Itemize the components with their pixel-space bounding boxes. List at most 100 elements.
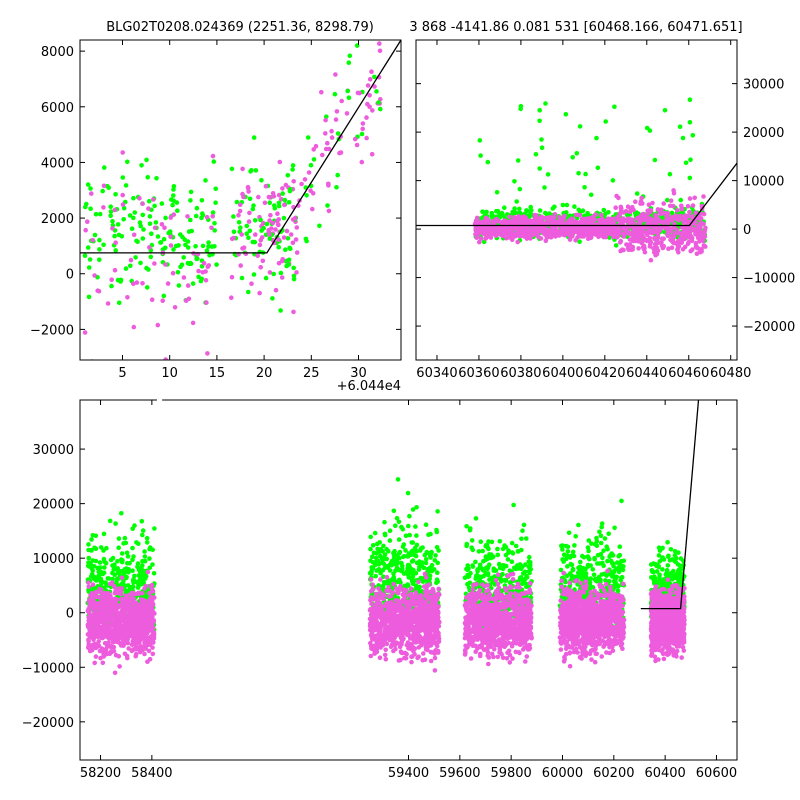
green-point — [137, 574, 142, 579]
green-point — [489, 214, 495, 220]
magenta-point — [524, 236, 530, 241]
magenta-point — [329, 135, 335, 140]
magenta-point — [614, 234, 619, 240]
magenta-point — [94, 590, 100, 595]
green-point — [108, 213, 113, 218]
green-point — [98, 576, 104, 582]
magenta-point — [116, 624, 122, 629]
magenta-point — [209, 225, 214, 231]
magenta-point — [654, 237, 660, 243]
magenta-point — [134, 646, 140, 652]
green-point — [129, 226, 135, 231]
magenta-point — [152, 261, 157, 266]
magenta-point — [654, 215, 660, 221]
left-panel-title: BLG02T0208.024369 (2251.36, 8298.79) — [106, 20, 374, 35]
magenta-point — [528, 221, 534, 226]
x-tick-label: 60380 — [500, 366, 541, 381]
green-point — [385, 565, 391, 570]
green-point — [130, 557, 135, 563]
green-point — [207, 253, 212, 258]
magenta-point — [569, 216, 574, 222]
magenta-point — [339, 98, 345, 104]
magenta-point — [393, 598, 398, 603]
magenta-point — [701, 194, 706, 199]
green-point — [397, 578, 402, 583]
magenta-point — [411, 602, 417, 607]
green-point — [144, 540, 150, 545]
magenta-point — [132, 620, 138, 626]
magenta-point — [119, 616, 125, 621]
green-point — [560, 202, 566, 208]
magenta-point — [229, 274, 235, 280]
green-point — [270, 296, 275, 301]
magenta-point — [517, 233, 522, 239]
green-point — [122, 535, 128, 541]
green-point — [276, 244, 282, 250]
green-point — [85, 182, 91, 187]
green-point — [564, 202, 570, 208]
magenta-point — [364, 135, 369, 141]
green-point — [110, 576, 115, 582]
magenta-point — [432, 655, 438, 661]
magenta-point — [276, 192, 282, 198]
green-point — [140, 532, 145, 538]
magenta-point — [645, 208, 650, 214]
magenta-point — [669, 233, 675, 239]
green-point — [250, 206, 256, 212]
green-point — [400, 567, 405, 572]
magenta-point — [365, 83, 371, 88]
magenta-point — [521, 227, 526, 232]
magenta-point — [477, 228, 483, 233]
magenta-point — [655, 233, 661, 238]
green-point — [435, 570, 440, 575]
magenta-point — [311, 147, 317, 152]
magenta-point — [116, 639, 121, 644]
magenta-point — [652, 242, 658, 247]
magenta-point — [382, 629, 388, 635]
green-point — [134, 238, 139, 244]
green-point — [607, 235, 612, 240]
magenta-point — [131, 632, 137, 637]
magenta-point — [282, 202, 287, 208]
green-point — [346, 95, 352, 100]
magenta-point — [163, 357, 168, 360]
magenta-point — [118, 591, 124, 597]
magenta-point — [181, 275, 187, 280]
green-point — [432, 558, 438, 563]
green-point — [88, 186, 93, 191]
green-point — [142, 576, 148, 581]
magenta-point — [624, 242, 629, 247]
green-point — [373, 573, 379, 579]
magenta-point — [275, 211, 280, 216]
magenta-point — [150, 589, 156, 594]
green-point — [87, 257, 93, 262]
magenta-point — [367, 77, 373, 82]
green-point — [92, 232, 98, 238]
green-point — [116, 536, 122, 541]
green-point — [90, 568, 95, 574]
magenta-point — [146, 206, 151, 211]
magenta-point — [401, 598, 407, 604]
magenta-point — [687, 209, 692, 215]
magenta-point — [388, 608, 393, 613]
magenta-point — [491, 221, 497, 226]
magenta-point — [367, 627, 373, 633]
green-point — [130, 545, 135, 551]
magenta-point — [661, 201, 666, 206]
magenta-point — [377, 48, 383, 54]
green-point — [405, 566, 410, 571]
magenta-point — [367, 623, 373, 629]
green-point — [100, 188, 105, 194]
x-tick-label: 60400 — [542, 366, 583, 381]
magenta-point — [627, 237, 633, 242]
magenta-point — [101, 205, 106, 210]
green-point — [263, 275, 269, 281]
green-point — [644, 125, 650, 131]
magenta-point — [121, 600, 126, 606]
magenta-point — [257, 242, 263, 248]
green-point — [247, 196, 253, 202]
green-point — [93, 558, 99, 564]
magenta-point — [683, 213, 688, 218]
magenta-point — [127, 633, 132, 639]
magenta-point — [279, 197, 284, 202]
